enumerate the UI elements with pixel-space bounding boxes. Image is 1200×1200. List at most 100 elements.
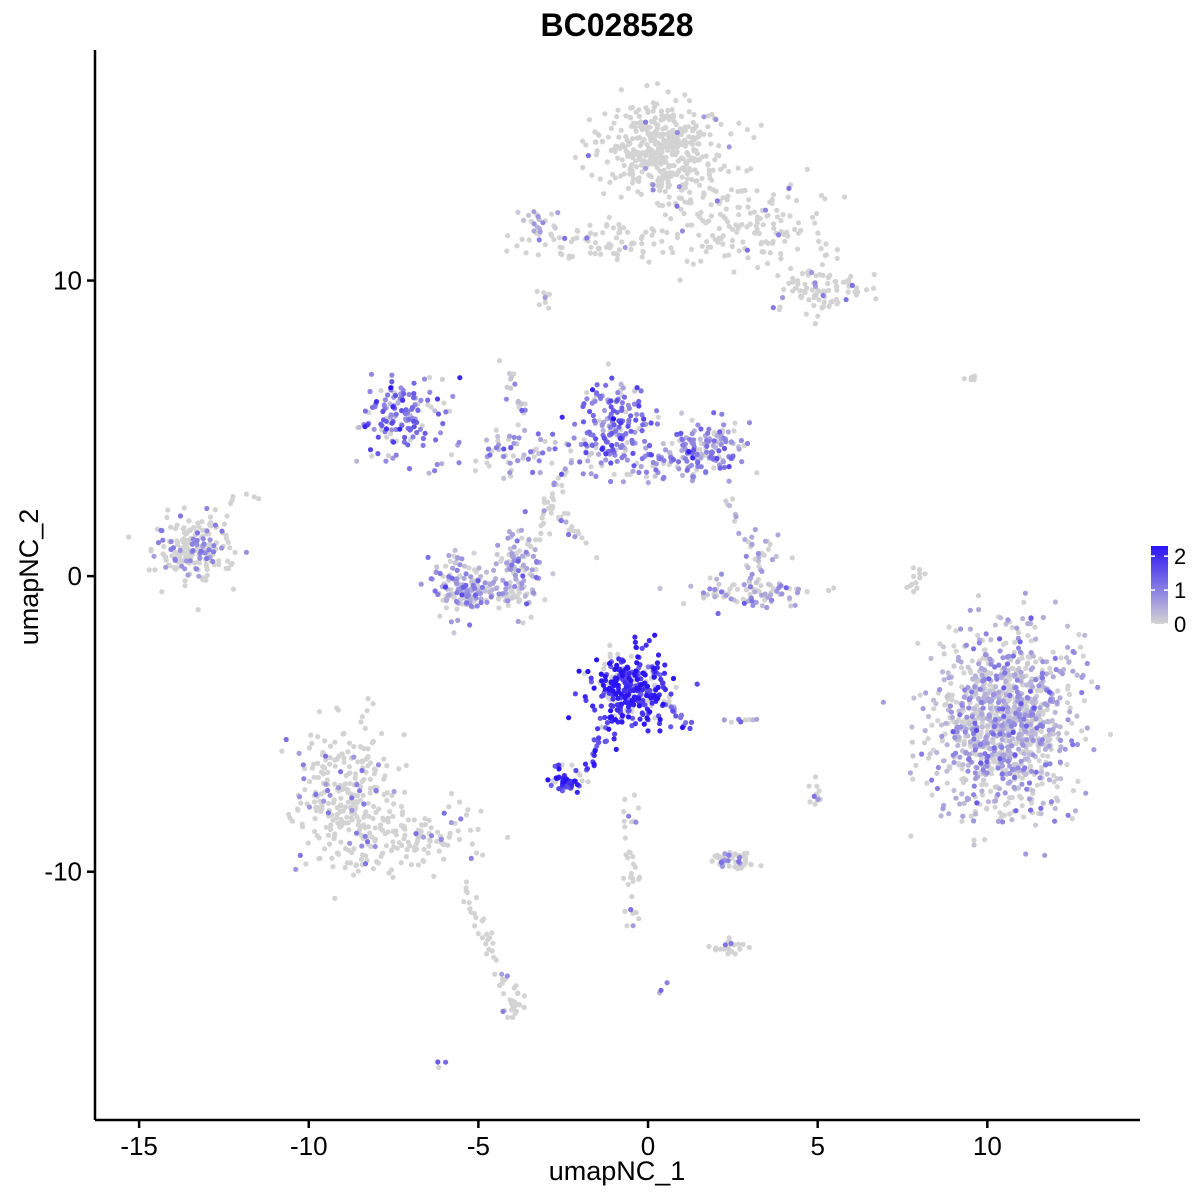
- scatter-point: [984, 763, 990, 769]
- scatter-point: [428, 576, 434, 582]
- scatter-point: [937, 641, 943, 647]
- scatter-point: [781, 286, 787, 292]
- scatter-point: [396, 840, 402, 846]
- scatter-point: [944, 742, 950, 748]
- scatter-point: [413, 831, 419, 837]
- scatter-point: [319, 769, 325, 775]
- scatter-point: [673, 713, 679, 719]
- scatter-point: [459, 601, 465, 607]
- scatter-point: [352, 771, 359, 777]
- scatter-point: [542, 242, 549, 248]
- scatter-point: [1015, 630, 1022, 636]
- scatter-point: [474, 850, 480, 856]
- scatter-point: [823, 252, 830, 258]
- scatter-point: [341, 759, 347, 765]
- scatter-point: [585, 779, 591, 785]
- scatter-point: [642, 672, 648, 678]
- scatter-point: [1000, 642, 1007, 648]
- scatter-point: [433, 437, 439, 443]
- scatter-point: [457, 562, 463, 568]
- scatter-point: [403, 762, 409, 769]
- scatter-point: [403, 854, 409, 860]
- scatter-point: [604, 159, 611, 165]
- scatter-point: [1008, 723, 1014, 729]
- scatter-point: [798, 293, 804, 299]
- scatter-point: [408, 862, 415, 868]
- scatter-point: [584, 235, 590, 241]
- scatter-point: [644, 692, 650, 699]
- scatter-point: [1107, 731, 1114, 738]
- scatter-point: [937, 687, 943, 693]
- scatter-point: [662, 447, 669, 453]
- scatter-point: [546, 305, 552, 311]
- scatter-point: [325, 769, 331, 776]
- scatter-point: [622, 688, 628, 694]
- scatter-point: [614, 114, 620, 120]
- scatter-point: [650, 459, 656, 466]
- scatter-point: [688, 583, 694, 589]
- scatter-point: [719, 411, 725, 417]
- scatter-point: [540, 220, 546, 226]
- scatter-point: [870, 285, 877, 291]
- scatter-point: [202, 550, 208, 556]
- scatter-point: [369, 453, 375, 459]
- scatter-point: [961, 741, 967, 748]
- scatter-point: [165, 507, 171, 513]
- scatter-point: [503, 581, 509, 587]
- scatter-point: [400, 397, 406, 403]
- scatter-point: [605, 134, 611, 140]
- scatter-point: [715, 610, 721, 617]
- scatter-point: [747, 584, 754, 590]
- scatter-point: [619, 719, 625, 725]
- scatter-point: [174, 522, 180, 528]
- scatter-point: [1074, 713, 1080, 719]
- scatter-point: [795, 281, 801, 287]
- scatter-point: [509, 531, 516, 538]
- scatter-point: [623, 409, 629, 415]
- scatter-point: [664, 980, 670, 986]
- scatter-point: [469, 841, 475, 847]
- scatter-point: [759, 592, 765, 598]
- scatter-point: [599, 139, 606, 145]
- scatter-point: [541, 508, 547, 514]
- scatter-point: [696, 232, 702, 238]
- scatter-point: [717, 211, 724, 217]
- scatter-point: [585, 458, 591, 464]
- scatter-point: [427, 838, 433, 844]
- scatter-point: [598, 671, 604, 677]
- scatter-point: [1065, 686, 1071, 692]
- scatter-point: [726, 478, 732, 484]
- scatter-point: [910, 753, 916, 759]
- scatter-point: [375, 451, 381, 457]
- scatter-point: [770, 221, 777, 227]
- scatter-point: [479, 935, 486, 941]
- scatter-point: [684, 258, 690, 264]
- scatter-point: [765, 546, 772, 552]
- scatter-point: [940, 806, 946, 812]
- scatter-point: [1000, 698, 1007, 704]
- scatter-point: [1028, 650, 1034, 656]
- scatter-point: [556, 766, 562, 772]
- scatter-point: [999, 771, 1005, 777]
- scatter-point: [1079, 674, 1085, 680]
- scatter-point: [389, 792, 395, 799]
- scatter-point: [726, 464, 732, 470]
- scatter-point: [1004, 709, 1011, 715]
- scatter-point: [598, 703, 605, 709]
- scatter-point: [508, 385, 514, 391]
- scatter-point: [382, 397, 388, 403]
- scatter-point: [811, 292, 818, 299]
- scatter-point: [989, 752, 995, 758]
- scatter-point: [979, 788, 985, 794]
- scatter-point: [977, 741, 984, 748]
- scatter-point: [629, 698, 635, 704]
- scatter-point: [552, 446, 558, 452]
- scatter-point: [550, 431, 556, 437]
- scatter-point: [1033, 659, 1039, 665]
- scatter-point: [515, 618, 521, 625]
- scatter-point: [505, 1014, 511, 1020]
- scatter-point: [409, 404, 416, 411]
- scatter-point: [922, 740, 928, 746]
- scatter-point: [616, 230, 622, 236]
- scatter-point: [450, 565, 456, 571]
